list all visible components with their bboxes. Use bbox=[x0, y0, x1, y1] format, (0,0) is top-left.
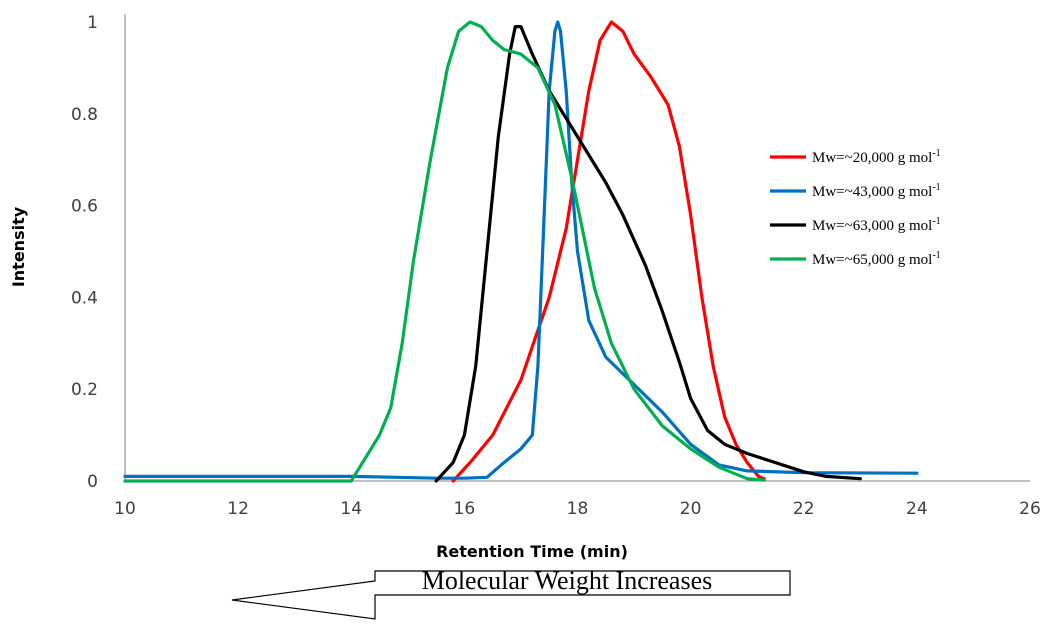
x-axis-title: Retention Time (min) bbox=[436, 542, 628, 561]
x-tick-label: 16 bbox=[454, 499, 476, 519]
legend-entry: Mw=~20,000 g mol-1 bbox=[812, 148, 941, 166]
x-tick-label: 26 bbox=[1019, 499, 1041, 519]
arrow-annotation-text: Molecular Weight Increases bbox=[422, 566, 713, 595]
left-arrow-icon bbox=[231, 570, 791, 620]
x-tick-label: 14 bbox=[340, 499, 362, 519]
x-tick-label: 20 bbox=[680, 499, 702, 519]
y-axis-title: Intensity bbox=[9, 206, 28, 287]
legend-label: Mw=~63,000 g mol bbox=[812, 218, 932, 234]
series-lines bbox=[123, 20, 919, 483]
legend: Mw=~20,000 g mol-1Mw=~43,000 g mol-1Mw=~… bbox=[770, 148, 941, 268]
legend-label: Mw=~20,000 g mol bbox=[812, 150, 932, 166]
x-tick-label: 24 bbox=[906, 499, 928, 519]
x-tick-label: 12 bbox=[227, 499, 249, 519]
legend-entry: Mw=~43,000 g mol-1 bbox=[812, 182, 941, 200]
x-tick-labels: 10 12 14 16 18 20 22 24 26 bbox=[114, 499, 1041, 519]
series-line-1 bbox=[451, 20, 766, 483]
y-tick-label: 0 bbox=[87, 472, 98, 492]
series-line-3 bbox=[434, 25, 862, 483]
y-tick-label: 0.8 bbox=[71, 105, 98, 125]
legend-superscript: -1 bbox=[932, 182, 940, 193]
x-tick-label: 18 bbox=[567, 499, 589, 519]
legend-entry: Mw=~65,000 g mol-1 bbox=[812, 250, 941, 268]
y-tick-label: 0.4 bbox=[71, 288, 98, 308]
x-tick-label: 10 bbox=[114, 499, 136, 519]
legend-entry: Mw=~63,000 g mol-1 bbox=[812, 216, 941, 234]
y-tick-label: 0.6 bbox=[71, 197, 98, 217]
legend-superscript: -1 bbox=[932, 148, 940, 159]
y-tick-label: 1 bbox=[87, 13, 98, 33]
legend-superscript: -1 bbox=[932, 250, 940, 261]
legend-label: Mw=~65,000 g mol bbox=[812, 252, 932, 268]
series-line-4 bbox=[123, 20, 766, 483]
y-tick-labels: 0 0.2 0.4 0.6 0.8 1 bbox=[71, 13, 98, 492]
x-tick-label: 22 bbox=[793, 499, 815, 519]
legend-superscript: -1 bbox=[932, 216, 940, 227]
y-tick-label: 0.2 bbox=[71, 380, 98, 400]
molecular-weight-arrow: Molecular Weight Increases bbox=[231, 566, 791, 620]
legend-label: Mw=~43,000 g mol bbox=[812, 184, 932, 200]
series-line-2 bbox=[123, 20, 919, 480]
